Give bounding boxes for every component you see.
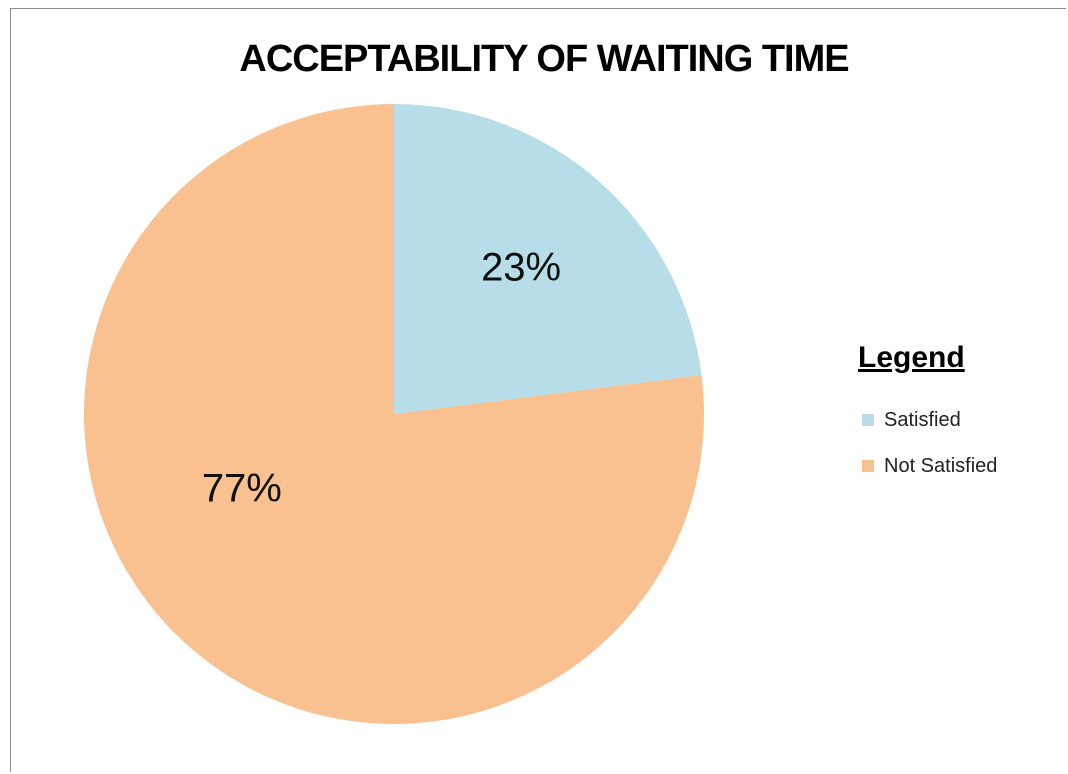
legend-swatch-satisfied: [862, 414, 874, 426]
legend-item-satisfied: Satisfied: [862, 408, 1058, 432]
data-label-not-satisfied: 77%: [202, 467, 282, 511]
pie-slices: [83, 104, 704, 725]
data-label-satisfied: 23%: [481, 245, 561, 289]
pie-data-labels: 23% 77%: [202, 245, 561, 510]
pie-slice-not-satisfied: [83, 104, 704, 725]
legend-swatch-not-satisfied: [862, 460, 874, 472]
legend-label-satisfied: Satisfied: [884, 408, 961, 431]
legend: Legend Satisfied Not Satisfied: [858, 338, 1058, 500]
legend-label-not-satisfied: Not Satisfied: [884, 454, 998, 477]
legend-title: Legend: [858, 341, 965, 374]
pie-slice-satisfied: [394, 104, 702, 414]
legend-item-not-satisfied: Not Satisfied: [862, 454, 1058, 478]
chart-title: ACCEPTABILITY OF WAITING TIME: [239, 38, 849, 80]
